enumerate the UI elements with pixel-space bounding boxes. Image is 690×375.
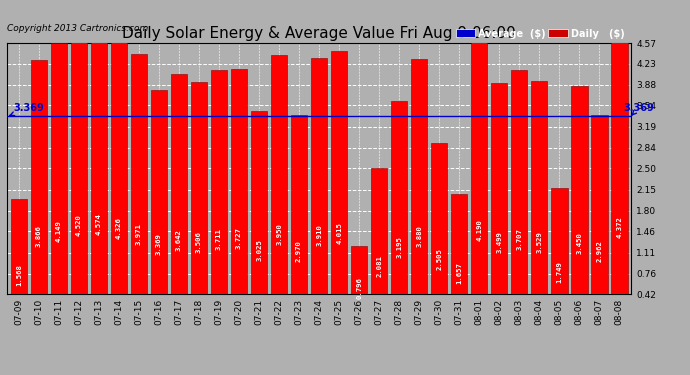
Text: 3.369: 3.369 [156, 234, 162, 255]
Text: 1.657: 1.657 [456, 262, 462, 284]
Bar [471, 41, 487, 294]
Text: 2.962: 2.962 [596, 240, 602, 262]
Bar [231, 69, 247, 294]
Text: 3.971: 3.971 [136, 223, 142, 245]
Title: Daily Solar Energy & Average Value Fri Aug 9 06:00: Daily Solar Energy & Average Value Fri A… [122, 26, 516, 40]
Text: Copyright 2013 Cartronics.com: Copyright 2013 Cartronics.com [7, 24, 148, 33]
Bar [391, 101, 407, 294]
Bar [531, 81, 547, 294]
Bar [351, 246, 367, 294]
Text: 2.970: 2.970 [296, 240, 302, 262]
Bar [31, 60, 47, 294]
Bar [371, 168, 387, 294]
Text: 3.499: 3.499 [496, 231, 502, 253]
Bar [131, 54, 147, 294]
Bar [111, 33, 127, 294]
Text: 4.190: 4.190 [476, 219, 482, 242]
Text: 3.369: 3.369 [10, 103, 43, 116]
Bar [431, 143, 447, 294]
Text: 3.450: 3.450 [576, 232, 582, 254]
Text: 2.081: 2.081 [376, 255, 382, 277]
Legend: Average  ($), Daily   ($): Average ($), Daily ($) [453, 27, 627, 40]
Text: 3.707: 3.707 [516, 228, 522, 250]
Bar [511, 70, 527, 294]
Text: 4.015: 4.015 [336, 222, 342, 245]
Text: 3.506: 3.506 [196, 231, 202, 253]
Bar [331, 51, 347, 294]
Text: 3.866: 3.866 [36, 225, 42, 247]
Bar [71, 21, 87, 294]
Bar [591, 115, 607, 294]
Bar [211, 70, 227, 294]
Text: 2.505: 2.505 [436, 248, 442, 270]
Bar [451, 194, 467, 294]
Text: 4.149: 4.149 [56, 220, 62, 242]
Text: 3.369: 3.369 [623, 103, 654, 116]
Text: 1.568: 1.568 [16, 264, 22, 286]
Text: 4.372: 4.372 [616, 216, 622, 238]
Text: 3.642: 3.642 [176, 229, 182, 251]
Text: 1.749: 1.749 [556, 261, 562, 283]
Bar [191, 82, 207, 294]
Bar [171, 74, 187, 294]
Bar [251, 111, 267, 294]
Text: 3.910: 3.910 [316, 224, 322, 246]
Text: 3.025: 3.025 [256, 239, 262, 261]
Text: 4.574: 4.574 [96, 213, 102, 235]
Text: 3.529: 3.529 [536, 231, 542, 253]
Bar [411, 60, 427, 294]
Bar [151, 90, 167, 294]
Text: 3.880: 3.880 [416, 225, 422, 247]
Text: 3.727: 3.727 [236, 227, 242, 249]
Bar [491, 82, 507, 294]
Bar [11, 200, 27, 294]
Text: 3.195: 3.195 [396, 236, 402, 258]
Bar [51, 43, 67, 294]
Bar [551, 189, 567, 294]
Bar [291, 115, 307, 294]
Bar [571, 86, 587, 294]
Bar [91, 18, 107, 294]
Text: 4.520: 4.520 [76, 214, 82, 236]
Bar [611, 30, 627, 294]
Text: 3.950: 3.950 [276, 224, 282, 246]
Bar [311, 58, 327, 294]
Text: 4.326: 4.326 [116, 217, 122, 239]
Text: 0.796: 0.796 [356, 277, 362, 299]
Text: 3.711: 3.711 [216, 228, 222, 249]
Bar [271, 55, 287, 294]
